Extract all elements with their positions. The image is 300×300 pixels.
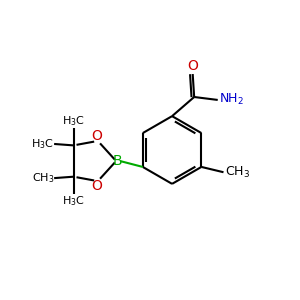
Text: CH$_3$: CH$_3$ [32, 171, 54, 185]
Text: O: O [187, 59, 198, 73]
Text: B: B [113, 154, 122, 168]
Text: NH$_2$: NH$_2$ [219, 92, 244, 107]
Text: CH$_3$: CH$_3$ [225, 165, 250, 180]
Text: H$_3$C: H$_3$C [62, 114, 85, 128]
Text: O: O [92, 129, 103, 143]
Text: H$_3$C: H$_3$C [32, 137, 54, 151]
Text: O: O [92, 179, 103, 194]
Text: H$_3$C: H$_3$C [62, 194, 85, 208]
